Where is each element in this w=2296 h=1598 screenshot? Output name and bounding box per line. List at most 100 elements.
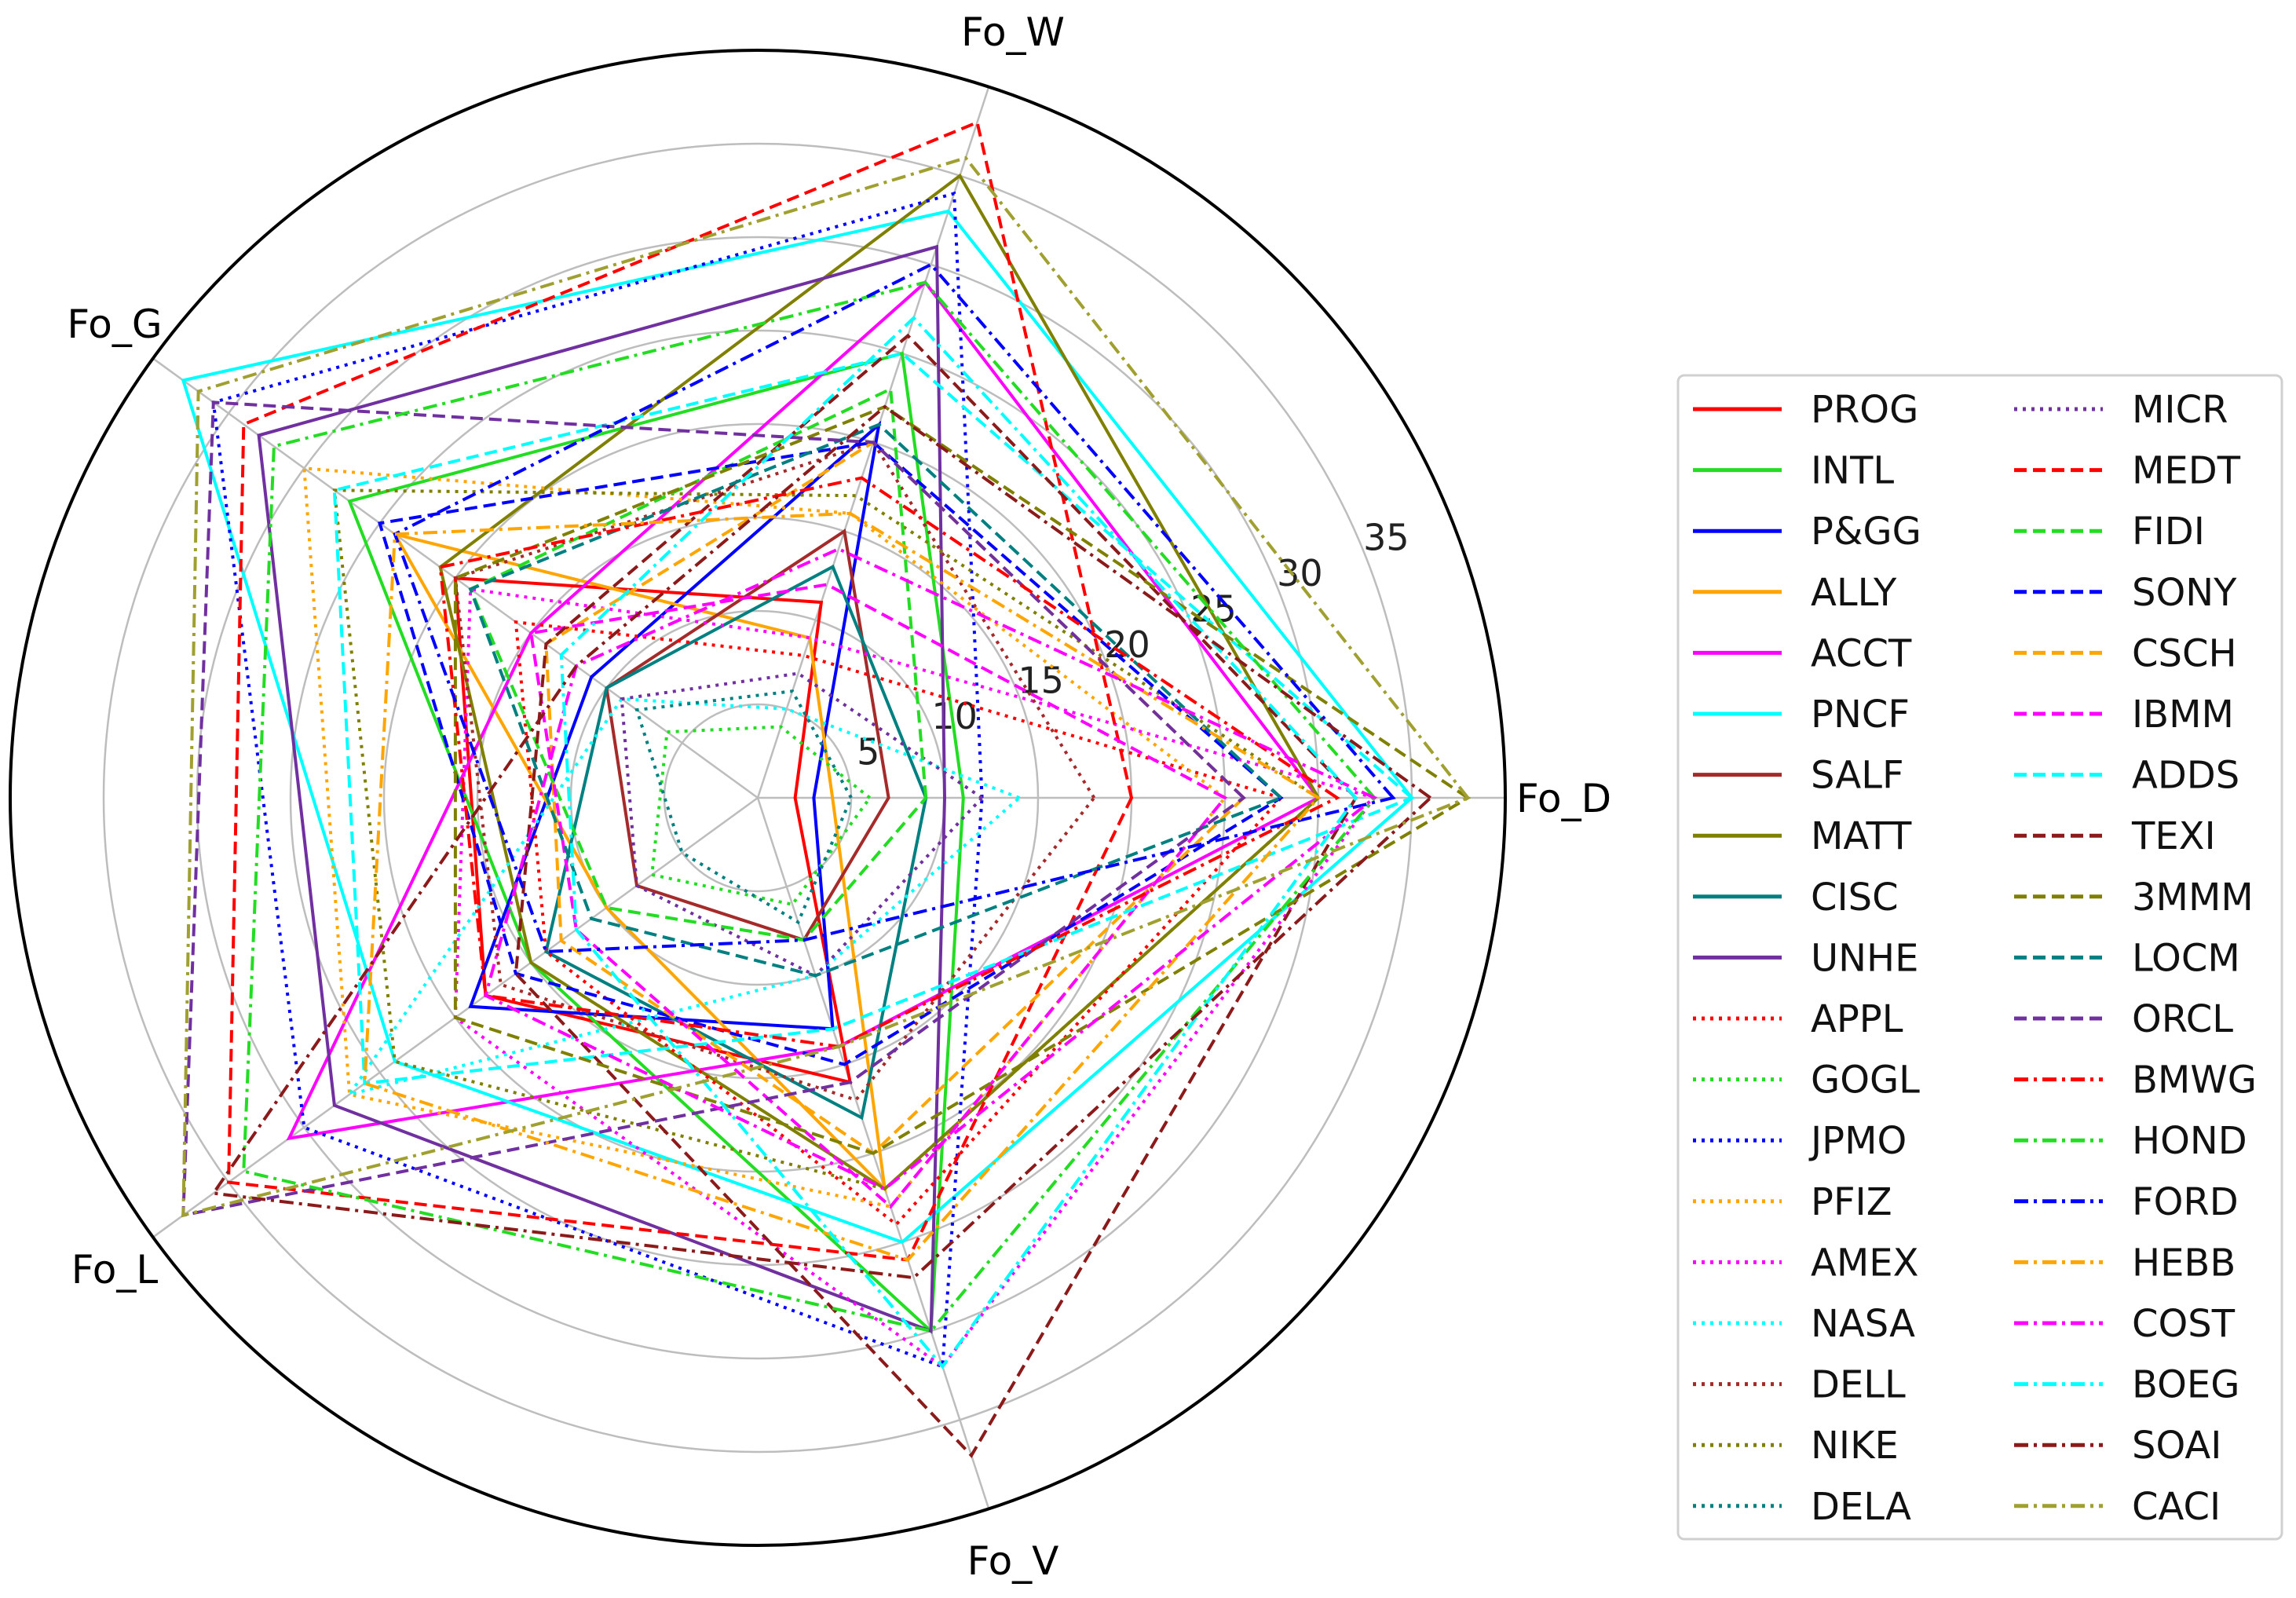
legend-entry: GOGL: [1693, 1059, 1920, 1103]
legend-entry: DELL: [1693, 1363, 1906, 1407]
series-line-csch: [544, 440, 1246, 1156]
legend-entry: HOND: [2014, 1119, 2247, 1163]
legend-label: IBMM: [2132, 693, 2234, 737]
legend-label: CSCH: [2132, 631, 2237, 675]
axis-label-fo-g: Fo_G: [67, 302, 162, 347]
axis-label-fo-d: Fo_D: [1516, 776, 1611, 821]
series-line-ally: [391, 532, 887, 1194]
series-line-adds: [332, 351, 1415, 1085]
legend-entry: ALLY: [1693, 571, 1897, 615]
legend-entry: CACI: [2014, 1485, 2221, 1529]
series-line-pncf: [181, 209, 1414, 1245]
outer-circle: [9, 49, 1507, 1547]
legend-entry: BMWG: [2014, 1059, 2257, 1103]
legend-label: NIKE: [1811, 1424, 1899, 1468]
radial-tick-label: 5: [857, 731, 879, 773]
series-line-micr: [620, 671, 985, 978]
legend-label: FORD: [2132, 1180, 2239, 1224]
series-line-texi: [514, 333, 1358, 1458]
legend-entry: PFIZ: [1693, 1180, 1892, 1224]
series-line-pgg: [468, 420, 882, 1031]
series-line-hebb: [363, 511, 1322, 1262]
series-line-gogl: [650, 725, 872, 907]
legend-entry: LOCM: [2014, 936, 2240, 980]
legend-entry: HEBB: [2014, 1241, 2236, 1285]
legend-entry: FIDI: [2014, 510, 2205, 554]
legend-entry: INTL: [1693, 449, 1894, 493]
legend-label: COST: [2132, 1302, 2236, 1346]
series-line-caci: [181, 155, 1471, 1218]
legend-entry: SOAI: [2014, 1424, 2221, 1468]
series-line-boeg: [559, 316, 1358, 1369]
legend-label: BMWG: [2132, 1059, 2257, 1103]
axis-label-fo-w: Fo_W: [961, 9, 1065, 55]
legend-label: ADDS: [2132, 754, 2239, 798]
legend-label: PFIZ: [1811, 1180, 1892, 1224]
legend-label: SONY: [2132, 571, 2237, 615]
series-line-salf: [605, 528, 890, 942]
series-line-3mmm: [453, 404, 1472, 1155]
legend-entry: COST: [2014, 1302, 2236, 1346]
series-line-medt: [227, 120, 1134, 1262]
legend-label: NASA: [1811, 1302, 1915, 1346]
legend-entry: BOEG: [2014, 1363, 2239, 1407]
radial-tick-label: 15: [1018, 660, 1064, 702]
legend-entry: JPMO: [1693, 1119, 1907, 1163]
series-line-nasa: [345, 697, 1023, 1097]
legend-entry: FORD: [2014, 1180, 2239, 1224]
series-line-cost: [484, 547, 1378, 1191]
legend-entry: MEDT: [2014, 449, 2241, 493]
radial-tick-label: 30: [1277, 552, 1323, 594]
legend-box: [1676, 374, 2283, 1541]
legend-label: 3MMM: [2132, 876, 2254, 920]
axis-label-fo-v: Fo_V: [967, 1538, 1059, 1584]
series-line-acct: [286, 280, 1322, 1141]
series-line-intl: [347, 351, 965, 1335]
series-line-locm: [468, 422, 1285, 978]
legend-label: JPMO: [1808, 1119, 1907, 1163]
legend-label: DELL: [1811, 1363, 1906, 1407]
legend-label: APPL: [1811, 997, 1903, 1041]
legend-label: MATT: [1811, 814, 1912, 858]
legend-entry: NASA: [1693, 1302, 1915, 1346]
legend-label: HEBB: [2132, 1241, 2236, 1285]
legend-entry: P&GG: [1693, 510, 1921, 554]
legend-label: TEXI: [2131, 814, 2216, 858]
legend-label: P&GG: [1811, 510, 1921, 554]
legend-label: ORCL: [2132, 997, 2233, 1041]
legend-label: AMEX: [1811, 1241, 1918, 1285]
legend-label: BOEG: [2132, 1363, 2239, 1407]
legend-entry: ORCL: [2014, 997, 2233, 1041]
legend-label: PNCF: [1811, 693, 1910, 737]
legend: PROG INTL P&GG ALLY ACCT PNCF SALF MATT CISC UNHE…: [1676, 374, 2283, 1541]
legend-entry: MICR: [2014, 388, 2228, 432]
legend-label: DELA: [1811, 1485, 1911, 1529]
legend-label: FIDI: [2132, 510, 2205, 554]
legend-entry: IBMM: [2014, 693, 2234, 737]
legend-label: CISC: [1811, 876, 1899, 920]
legend-label: LOCM: [2132, 936, 2240, 980]
legend-label: SOAI: [2132, 1424, 2221, 1468]
series-line-pfiz: [302, 466, 1227, 1209]
legend-entry: CSCH: [2014, 631, 2237, 675]
legend-entry: AMEX: [1693, 1241, 1918, 1285]
legend-label: ACCT: [1811, 631, 1912, 675]
series-line-appl: [514, 620, 1285, 1227]
series-line-orcl: [181, 400, 1246, 1218]
radial-tick-label: 35: [1363, 516, 1409, 558]
series-line-fidi: [468, 386, 928, 942]
legend-label: INTL: [1811, 449, 1894, 493]
series-line-bmwg: [438, 476, 1340, 1048]
legend-entry: ACCT: [1693, 631, 1912, 675]
legend-entry: SALF: [1693, 754, 1904, 798]
legend-label: PROG: [1811, 388, 1918, 432]
legend-label: CACI: [2132, 1485, 2221, 1529]
series-line-ford: [393, 262, 1396, 953]
legend-label: MICR: [2132, 388, 2228, 432]
axis-labels: Fo_D Fo_W Fo_G Fo_L Fo_V: [67, 9, 1611, 1584]
legend-entry: SONY: [2014, 571, 2237, 615]
radar-series: [181, 120, 1472, 1458]
legend-entry: APPL: [1693, 997, 1903, 1041]
legend-entry: MATT: [1693, 814, 1912, 858]
